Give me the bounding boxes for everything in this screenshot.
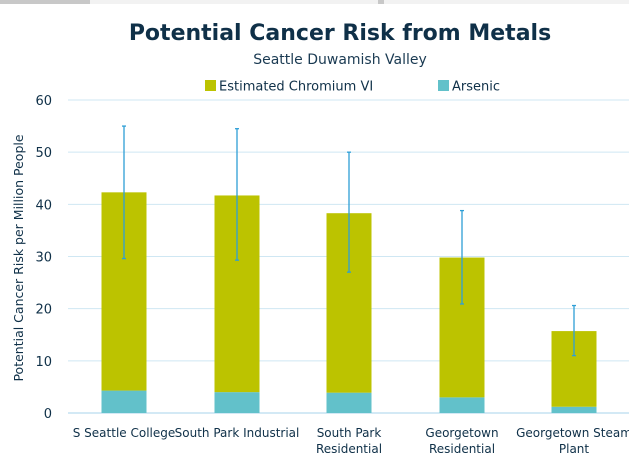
toolbar-fragment bbox=[378, 0, 384, 4]
y-axis-label: Potential Cancer Risk per Million People bbox=[11, 134, 26, 381]
chart-legend: Estimated Chromium VI Arsenic bbox=[205, 80, 500, 95]
x-tick-label: South Park Residential bbox=[316, 426, 382, 456]
x-axis-labels: S Seattle College South Park Industrial So… bbox=[73, 426, 629, 456]
top-toolbar-strip bbox=[0, 0, 629, 4]
chart-title: Potential Cancer Risk from Metals bbox=[129, 21, 551, 46]
x-tick-label: Georgetown Steam Plant bbox=[516, 426, 629, 456]
y-axis-ticks: 0 10 20 30 40 50 60 bbox=[35, 94, 52, 422]
x-tick-label: Georgetown Residential bbox=[425, 426, 498, 456]
bar-arsenic bbox=[439, 397, 485, 413]
chart-subtitle: Seattle Duwamish Valley bbox=[253, 52, 427, 68]
toolbar-fragment bbox=[0, 0, 90, 4]
y-tick-label: 50 bbox=[35, 146, 52, 161]
bar-arsenic bbox=[326, 392, 372, 413]
bar-arsenic bbox=[551, 406, 597, 413]
y-tick-label: 30 bbox=[35, 251, 52, 266]
y-tick-label: 20 bbox=[35, 303, 52, 318]
bar-arsenic bbox=[101, 390, 147, 413]
bar-arsenic bbox=[214, 392, 260, 413]
error-bars bbox=[122, 125, 576, 357]
y-tick-label: 60 bbox=[35, 94, 52, 109]
y-tick-label: 0 bbox=[44, 407, 52, 422]
y-tick-label: 40 bbox=[35, 198, 52, 213]
bars bbox=[101, 192, 597, 413]
legend-swatch bbox=[205, 80, 216, 91]
x-tick-label: South Park Industrial bbox=[175, 426, 300, 440]
legend-label: Estimated Chromium VI bbox=[219, 80, 373, 95]
legend-swatch bbox=[438, 80, 449, 91]
legend-label: Arsenic bbox=[452, 80, 500, 95]
x-tick-label: S Seattle College bbox=[73, 426, 176, 440]
y-tick-label: 10 bbox=[35, 355, 52, 370]
